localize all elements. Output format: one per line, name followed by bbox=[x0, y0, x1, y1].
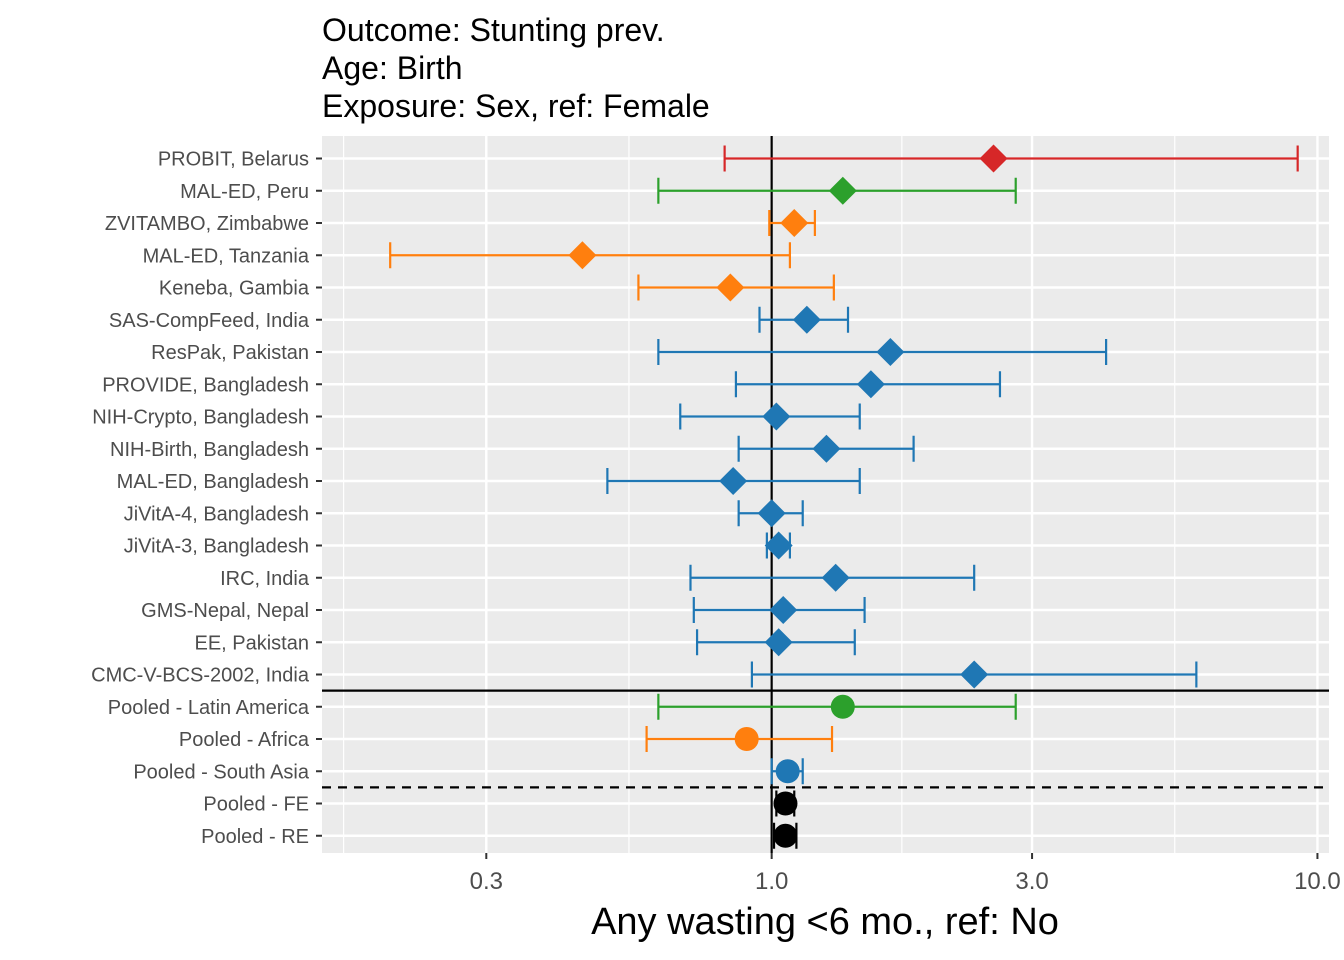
x-tick-label: 1.0 bbox=[755, 868, 788, 895]
estimate-circle bbox=[830, 694, 855, 719]
chart-title: Outcome: Stunting prev. Age: Birth Expos… bbox=[322, 12, 710, 124]
y-tick-label: JiVitA-3, Bangladesh bbox=[124, 536, 309, 558]
x-tick-label: 3.0 bbox=[1015, 868, 1048, 895]
title-line-outcome: Outcome: Stunting prev. bbox=[322, 12, 665, 48]
forest-row-11 bbox=[737, 499, 804, 528]
forest-row-16 bbox=[750, 660, 1198, 689]
forest-row-10 bbox=[606, 467, 861, 495]
forest-row-13 bbox=[689, 563, 976, 592]
y-tick-label: JiVitA-4, Bangladesh bbox=[124, 503, 309, 525]
forest-row-6 bbox=[657, 338, 1108, 366]
y-tick-label: MAL-ED, Tanzania bbox=[143, 245, 310, 267]
estimate-diamond bbox=[716, 273, 745, 302]
estimate-circle bbox=[773, 791, 798, 816]
forest-row-18 bbox=[645, 726, 834, 752]
estimate-diamond bbox=[764, 628, 793, 657]
y-tick-label: EE, Pakistan bbox=[194, 632, 309, 654]
x-axis-label: Any wasting <6 mo., ref: No bbox=[591, 901, 1059, 943]
forest-row-5 bbox=[758, 305, 850, 334]
forest-row-0 bbox=[723, 144, 1299, 173]
separator-lines bbox=[322, 689, 1329, 789]
plot-panel bbox=[322, 136, 1329, 853]
x-tick-label: 10.0 bbox=[1294, 868, 1341, 895]
y-tick-label: NIH-Birth, Bangladesh bbox=[110, 439, 309, 461]
estimate-circle bbox=[773, 823, 798, 848]
forest-row-2 bbox=[768, 209, 816, 237]
forest-row-8 bbox=[679, 402, 861, 431]
x-tick-label: 0.3 bbox=[470, 868, 503, 895]
y-tick-label: SAS-CompFeed, India bbox=[109, 310, 310, 332]
y-tick-label: Pooled - Africa bbox=[179, 729, 310, 751]
y-tick-label: PROBIT, Belarus bbox=[158, 149, 309, 171]
y-tick-label: GMS-Nepal, Nepal bbox=[141, 600, 309, 622]
estimate-diamond bbox=[821, 563, 850, 592]
y-axis: PROBIT, Belarus MAL-ED, Peru ZVITAMBO, Zim… bbox=[91, 149, 322, 848]
y-tick-label: Keneba, Gambia bbox=[159, 278, 310, 300]
y-tick-label: ZVITAMBO, Zimbabwe bbox=[105, 213, 309, 235]
forest-row-3 bbox=[389, 241, 792, 270]
estimate-marks bbox=[389, 144, 1299, 849]
forest-row-4 bbox=[637, 273, 835, 302]
title-line-age: Age: Birth bbox=[322, 50, 463, 86]
estimate-diamond bbox=[812, 434, 841, 463]
y-tick-label: IRC, India bbox=[220, 568, 310, 590]
estimate-diamond bbox=[769, 596, 798, 624]
estimate-diamond bbox=[568, 241, 597, 270]
estimate-diamond bbox=[764, 531, 793, 560]
estimate-diamond bbox=[792, 305, 821, 334]
estimate-diamond bbox=[757, 499, 786, 528]
x-axis: 0.3 1.0 3.0 10.0 bbox=[470, 853, 1341, 895]
estimate-diamond bbox=[856, 370, 885, 399]
estimate-diamond bbox=[960, 660, 989, 689]
y-tick-label: Pooled - RE bbox=[201, 826, 309, 848]
estimate-diamond bbox=[828, 176, 857, 205]
forest-row-21 bbox=[772, 822, 798, 849]
y-tick-label: MAL-ED, Peru bbox=[180, 181, 309, 203]
y-tick-label: PROVIDE, Bangladesh bbox=[102, 374, 309, 396]
y-tick-label: NIH-Crypto, Bangladesh bbox=[92, 407, 309, 429]
y-tick-label: MAL-ED, Bangladesh bbox=[117, 471, 309, 493]
y-tick-label: Pooled - South Asia bbox=[133, 761, 310, 783]
estimate-diamond bbox=[780, 209, 809, 237]
estimate-diamond bbox=[979, 144, 1008, 173]
estimate-circle bbox=[734, 727, 759, 751]
forest-row-14 bbox=[692, 596, 866, 624]
estimate-diamond bbox=[719, 467, 748, 495]
y-tick-label: CMC-V-BCS-2002, India bbox=[91, 665, 310, 687]
forest-row-17 bbox=[657, 693, 1017, 720]
y-tick-label: Pooled - FE bbox=[203, 794, 309, 816]
estimate-circle bbox=[775, 759, 800, 784]
title-line-exposure: Exposure: Sex, ref: Female bbox=[322, 88, 710, 124]
forest-row-15 bbox=[695, 628, 856, 657]
forest-row-12 bbox=[764, 531, 793, 560]
estimate-diamond bbox=[762, 402, 791, 431]
forest-row-7 bbox=[734, 370, 1002, 399]
forest-row-1 bbox=[657, 176, 1017, 205]
y-tick-label: ResPak, Pakistan bbox=[151, 342, 309, 364]
y-tick-label: Pooled - Latin America bbox=[108, 697, 310, 719]
forest-row-19 bbox=[770, 758, 804, 785]
estimate-diamond bbox=[876, 338, 905, 366]
forest-row-20 bbox=[773, 790, 798, 817]
forest-row-9 bbox=[737, 434, 915, 463]
